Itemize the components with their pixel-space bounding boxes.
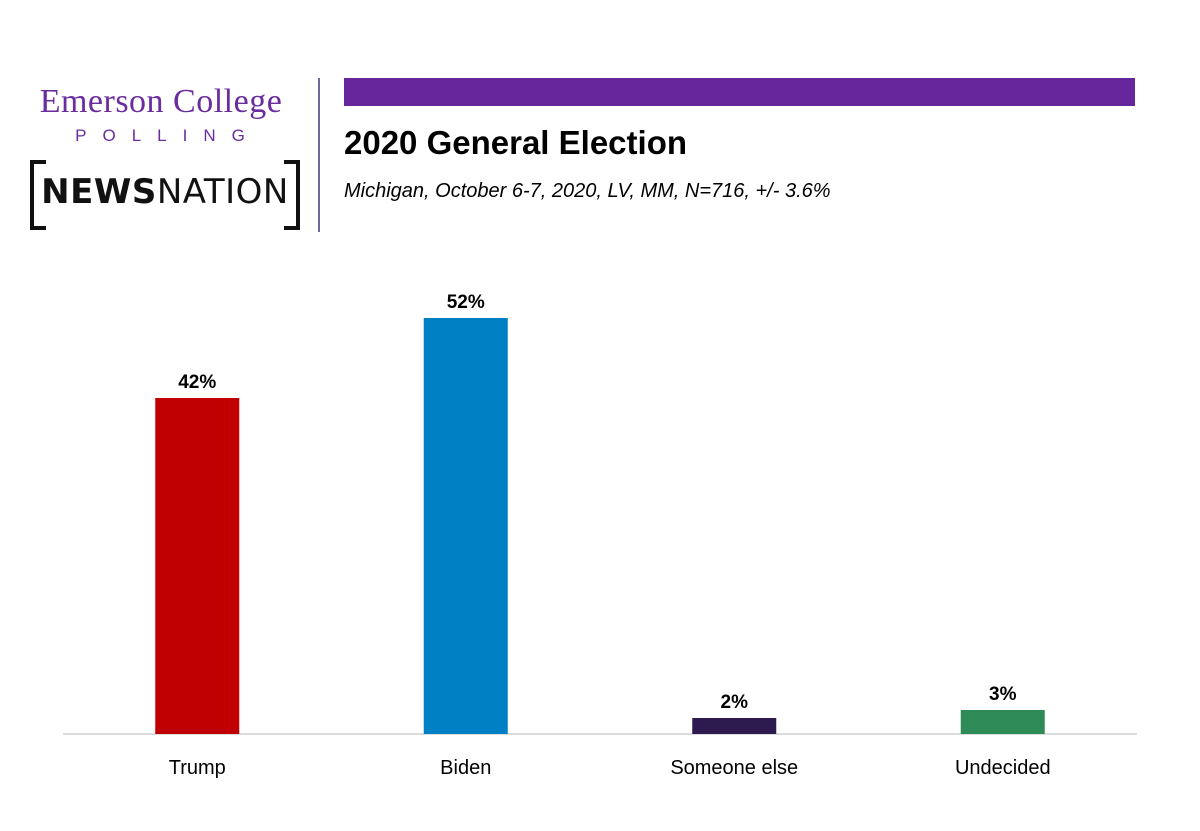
bar-trump (155, 398, 240, 734)
category-label-someone-else: Someone else (670, 757, 798, 779)
newsnation-logo: NEWSNATION (30, 160, 300, 230)
bar-biden (423, 318, 508, 734)
newsnation-logo-light: NATION (156, 172, 289, 212)
chart-title: 2020 General Election (344, 124, 688, 161)
header-divider (318, 78, 320, 232)
newsnation-logo-text: NEWSNATION (30, 172, 300, 212)
bar-chart: 42% Trump 52% Biden 2% Someone else 3% Undecide… (63, 292, 1137, 779)
data-label-trump: 42% (178, 372, 216, 393)
emerson-logo-sub: POLLING (75, 126, 261, 145)
newsnation-logo-right-bracket (284, 160, 300, 230)
data-label-someone-else: 2% (721, 692, 749, 713)
category-label-biden: Biden (440, 757, 491, 779)
bar-undecided (960, 710, 1045, 734)
data-label-undecided: 3% (989, 684, 1017, 705)
emerson-logo-name: Emerson College (39, 83, 283, 120)
category-label-undecided: Undecided (955, 757, 1051, 779)
newsnation-logo-left-bracket (30, 160, 46, 230)
chart-subtitle: Michigan, October 6-7, 2020, LV, MM, N=7… (344, 180, 831, 202)
newsnation-logo-bold: NEWS (41, 172, 157, 212)
emerson-college-polling-logo: Emerson College POLLING (26, 84, 296, 146)
category-label-trump: Trump (169, 757, 226, 779)
data-label-biden: 52% (447, 292, 485, 313)
header-accent-bar (344, 78, 1135, 106)
bar-someone-else (692, 718, 777, 734)
